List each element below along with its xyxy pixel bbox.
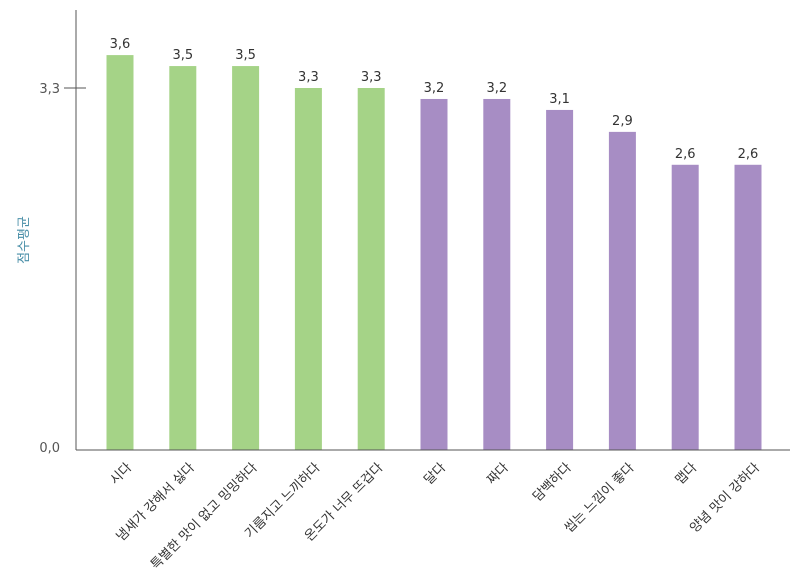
category-label-1: 시다 [108,460,136,488]
axes-group: 3,3 0,0 점수평균 [17,10,790,456]
category-label-10: 맵다 [673,460,701,488]
bar-1 [106,55,134,450]
value-label-8: 3,1 [549,92,570,107]
value-label-6: 3,2 [424,81,445,96]
value-label-2: 3,5 [172,48,193,63]
value-label-7: 3,2 [486,81,507,96]
category-label-6: 달다 [422,460,450,488]
bar-8 [546,109,574,450]
value-label-5: 3,3 [361,70,382,85]
category-label-3: 특별한 맛이 없고 밍밍하다 [148,460,260,572]
bar-3 [232,66,260,450]
bar-7 [483,98,511,450]
bar-4 [294,88,322,450]
bar-10 [671,164,699,450]
value-labels-group: 3,6 3,5 3,5 3,3 3,3 3,2 3,2 3,1 2,9 2,6 2,6 [110,37,759,162]
value-label-9: 2,9 [612,114,633,129]
bar-2 [169,66,197,450]
bar-11 [734,164,762,450]
bar-5 [357,88,385,450]
y-tick-label-zero: 0,0 [39,441,60,456]
bars-group [106,55,762,450]
bar-6 [420,98,448,450]
bar-9 [608,131,636,450]
value-label-4: 3,3 [298,70,319,85]
y-tick-label-top: 3,3 [39,82,60,97]
value-label-10: 2,6 [675,147,696,162]
category-label-8: 담백하다 [530,460,574,504]
value-label-3: 3,5 [235,48,256,63]
y-axis-label: 점수평균 [17,216,32,264]
value-label-11: 2,6 [738,147,759,162]
value-label-1: 3,6 [110,37,131,52]
category-label-7: 짜다 [484,460,512,488]
